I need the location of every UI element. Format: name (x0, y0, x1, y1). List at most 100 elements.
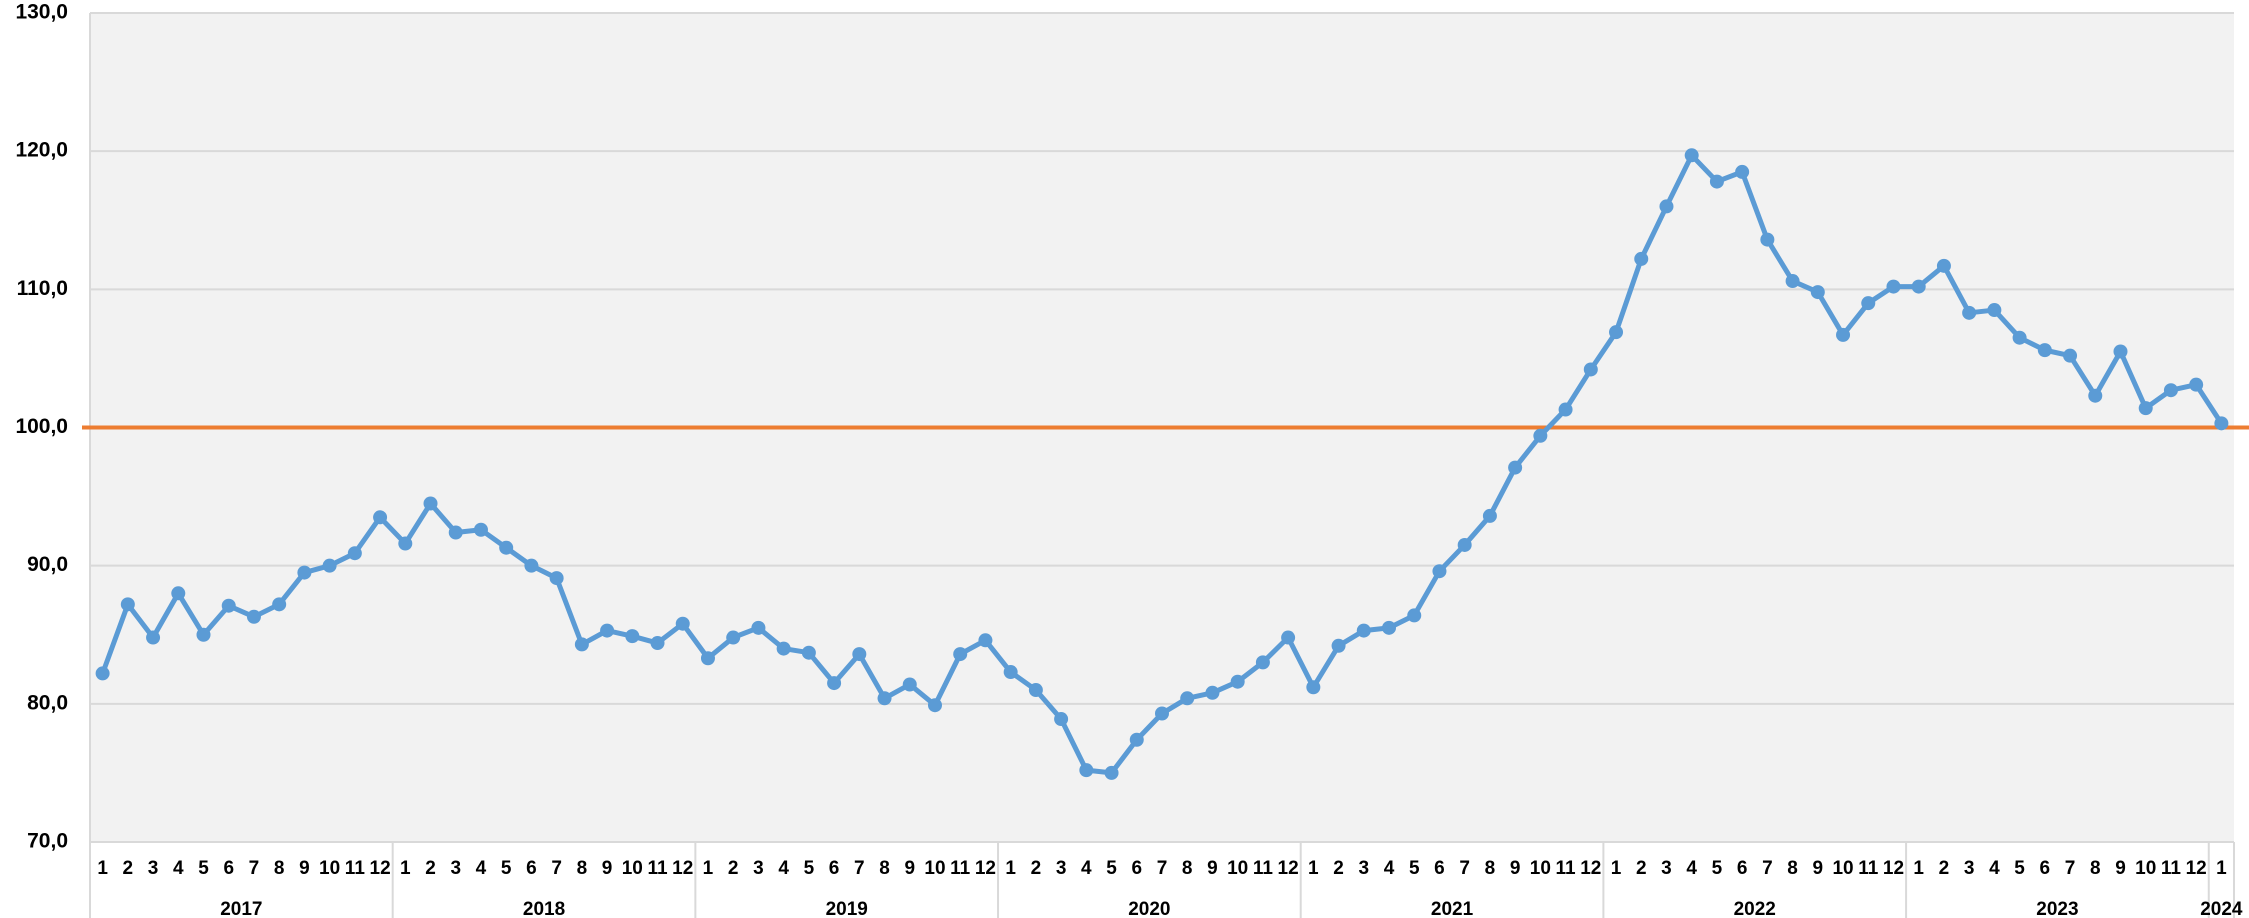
data-point (1987, 303, 2002, 318)
x-tick-label: 3 (450, 858, 461, 879)
x-group-label: 2018 (523, 899, 565, 918)
y-tick-label: 120,0 (15, 139, 68, 162)
data-point (2113, 344, 2128, 359)
data-point (1382, 620, 1397, 635)
x-tick-label: 5 (804, 858, 815, 879)
data-point (1735, 164, 1750, 179)
data-point (2012, 330, 2027, 345)
data-point (1104, 765, 1119, 780)
x-tick-label: 9 (1510, 858, 1521, 879)
x-tick-label: 7 (1459, 858, 1470, 879)
x-tick-label: 10 (622, 858, 643, 879)
y-tick-label: 110,0 (17, 277, 68, 300)
data-point (1962, 305, 1977, 320)
x-group-label: 2017 (220, 899, 262, 918)
x-tick-label: 1 (1308, 858, 1319, 879)
data-point (600, 623, 615, 638)
data-point (1003, 665, 1018, 680)
x-tick-label: 5 (1106, 858, 1117, 879)
x-tick-label: 1 (703, 858, 714, 879)
data-point (1836, 327, 1851, 342)
data-point (1760, 232, 1775, 247)
x-tick-label: 5 (2014, 858, 2025, 879)
x-tick-label: 1 (2216, 858, 2227, 879)
x-tick-label: 3 (1358, 858, 1369, 879)
x-group-label: 2022 (1734, 899, 1776, 918)
x-tick-label: 9 (299, 858, 310, 879)
data-point (524, 558, 539, 573)
data-point (827, 676, 842, 691)
data-point (650, 636, 665, 651)
x-tick-label: 6 (1131, 858, 1142, 879)
x-tick-label: 5 (1409, 858, 1420, 879)
data-point (700, 651, 715, 666)
data-point (1936, 258, 1951, 273)
data-point (297, 565, 312, 580)
data-point (1886, 279, 1901, 294)
data-point (221, 598, 236, 613)
x-group-label: 2019 (826, 899, 868, 918)
x-tick-label: 11 (1253, 858, 1274, 879)
y-tick-label: 70,0 (27, 830, 68, 853)
data-point (1785, 274, 1800, 289)
x-tick-label: 12 (672, 858, 693, 879)
x-tick-label: 12 (1883, 858, 1904, 879)
x-tick-label: 5 (1712, 858, 1723, 879)
x-tick-label: 4 (173, 858, 184, 879)
data-point (95, 666, 110, 681)
data-point (1155, 706, 1169, 721)
x-tick-label: 7 (854, 858, 865, 879)
data-point (927, 698, 942, 713)
data-point (1028, 683, 1043, 698)
data-point (2163, 383, 2178, 398)
data-point (1230, 674, 1245, 689)
x-tick-label: 7 (1762, 858, 1773, 879)
data-point (1533, 428, 1548, 443)
x-tick-label: 6 (2040, 858, 2051, 879)
data-point (272, 597, 287, 612)
x-tick-label: 11 (345, 858, 366, 879)
data-point (423, 496, 438, 511)
x-tick-label: 9 (2115, 858, 2126, 879)
x-tick-label: 9 (1207, 858, 1218, 879)
x-tick-label: 2 (1636, 858, 1647, 879)
data-point (1356, 623, 1371, 638)
x-tick-label: 4 (778, 858, 789, 879)
data-point (2138, 401, 2153, 416)
data-point (171, 586, 186, 601)
x-tick-label: 2 (1333, 858, 1344, 879)
x-group-label: 2020 (1128, 899, 1170, 918)
x-tick-label: 3 (1661, 858, 1672, 879)
data-point (1255, 655, 1270, 670)
data-point (2189, 377, 2204, 392)
data-point (2037, 343, 2052, 358)
data-point (978, 633, 993, 648)
data-point (751, 620, 766, 635)
data-point (1205, 685, 1220, 700)
data-point (1457, 537, 1472, 552)
data-point (1684, 148, 1699, 163)
x-tick-label: 12 (2186, 858, 2207, 879)
x-tick-label: 11 (950, 858, 971, 879)
y-tick-label: 100,0 (15, 415, 68, 438)
x-tick-label: 9 (602, 858, 613, 879)
x-tick-label: 4 (1384, 858, 1395, 879)
x-tick-label: 8 (1787, 858, 1798, 879)
x-tick-label: 2 (425, 858, 436, 879)
data-point (1810, 285, 1825, 300)
data-point (1331, 638, 1346, 653)
data-point (146, 630, 161, 645)
data-point (852, 647, 867, 662)
x-tick-label: 11 (1556, 858, 1577, 879)
data-point (322, 558, 337, 573)
x-tick-label: 6 (1737, 858, 1748, 879)
data-point (398, 536, 413, 551)
data-point (1659, 199, 1674, 214)
data-point (2214, 416, 2229, 431)
x-tick-label: 8 (1182, 858, 1193, 879)
x-group-label: 2021 (1431, 899, 1474, 918)
x-group-label: 2024 (2200, 899, 2243, 918)
data-point (1508, 460, 1523, 475)
data-point (1709, 174, 1724, 189)
